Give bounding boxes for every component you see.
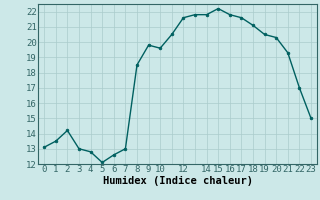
X-axis label: Humidex (Indice chaleur): Humidex (Indice chaleur): [103, 176, 252, 186]
